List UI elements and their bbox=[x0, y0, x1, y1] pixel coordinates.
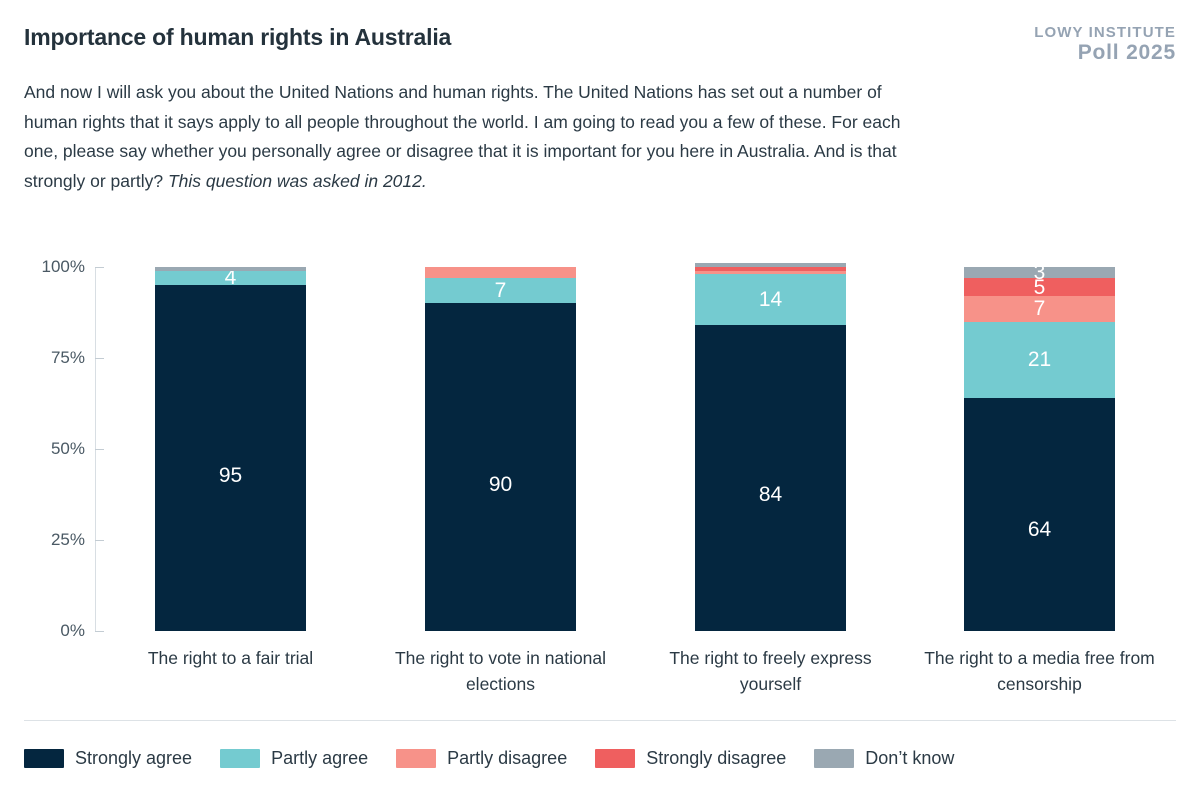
bar-segment[interactable]: 95 bbox=[155, 285, 306, 631]
bar-column[interactable]: 90 7 bbox=[425, 267, 576, 631]
bar-segment-value: 4 bbox=[224, 266, 237, 290]
chart-legend: Strongly agree Partly agree Partly disagre… bbox=[24, 745, 982, 771]
bar-segment-value: 21 bbox=[1027, 348, 1052, 372]
bar-segment[interactable]: 3 bbox=[964, 262, 1115, 283]
bar-segment-value: 84 bbox=[758, 483, 783, 507]
legend-swatch bbox=[220, 748, 261, 768]
y-axis-tick-label: 0% bbox=[60, 621, 85, 640]
brand-line-1: LOWY INSTITUTE bbox=[1034, 24, 1176, 41]
legend-swatch bbox=[595, 748, 636, 768]
legend-label: Partly agree bbox=[271, 747, 369, 768]
bar-segment[interactable]: 64 bbox=[964, 398, 1115, 631]
brand-line-2: Poll 2025 bbox=[1077, 41, 1176, 64]
bar-column[interactable]: 64 21 7 5 3 bbox=[964, 262, 1115, 631]
bar-segment[interactable] bbox=[695, 267, 846, 271]
legend-label: Partly disagree bbox=[447, 747, 568, 768]
bar-segment[interactable]: 7 bbox=[964, 296, 1115, 322]
bar-segment[interactable] bbox=[425, 267, 576, 278]
question-note: This question was asked in 2012. bbox=[167, 170, 427, 191]
legend-label: Don’t know bbox=[865, 747, 955, 768]
y-axis-tick bbox=[95, 540, 104, 541]
y-axis-tick bbox=[95, 267, 104, 268]
bar-segment-value: 5 bbox=[1033, 275, 1046, 299]
x-axis-category-label: The right to vote in national elections bbox=[394, 648, 607, 694]
bar-segment[interactable]: 7 bbox=[425, 277, 576, 304]
legend-item[interactable]: Don’t know bbox=[814, 748, 954, 769]
bar-segment[interactable]: 5 bbox=[964, 275, 1115, 299]
page-title: Importance of human rights in Australia bbox=[24, 24, 452, 50]
bar-segment-value: 3 bbox=[1033, 260, 1046, 284]
legend-item[interactable]: Strongly agree bbox=[24, 748, 192, 769]
legend-swatch bbox=[24, 748, 64, 768]
legend-label: Strongly disagree bbox=[646, 747, 787, 768]
y-axis-tick-label: 50% bbox=[50, 439, 85, 458]
y-axis-tick-label: 25% bbox=[50, 530, 85, 549]
legend-swatch bbox=[814, 748, 855, 768]
lowy-institute-logo: LOWY INSTITUTE Poll 2025 bbox=[1034, 24, 1176, 65]
x-axis-category-label: The right to a media free from censorshi… bbox=[924, 648, 1155, 694]
bar-segment[interactable]: 4 bbox=[155, 267, 306, 288]
bar-segment-value: 7 bbox=[494, 279, 507, 303]
bar-segment-value: 95 bbox=[218, 464, 243, 487]
bar-segment[interactable]: 14 bbox=[695, 274, 846, 326]
bar-segment[interactable] bbox=[695, 270, 846, 275]
legend-item[interactable]: Partly disagree bbox=[396, 748, 567, 769]
legend-divider bbox=[24, 720, 1176, 721]
bar-segment[interactable]: 84 bbox=[695, 325, 846, 631]
bar-segment[interactable] bbox=[695, 263, 846, 267]
x-axis-category-label: The right to freely express yourself bbox=[669, 648, 872, 694]
legend-item[interactable]: Partly agree bbox=[220, 748, 368, 769]
bar-segment[interactable]: 90 bbox=[425, 303, 576, 631]
legend-label: Strongly agree bbox=[75, 747, 193, 768]
bar-segment-value: 7 bbox=[1033, 297, 1046, 321]
bar-segment-value: 64 bbox=[1027, 518, 1052, 542]
x-axis-category-label: The right to a fair trial bbox=[147, 648, 314, 668]
y-axis-tick-label: 75% bbox=[50, 348, 85, 367]
legend-swatch bbox=[396, 748, 437, 768]
bar-column[interactable]: 84 14 bbox=[695, 263, 846, 631]
bar-segment-value: 90 bbox=[488, 472, 513, 496]
legend-item[interactable]: Strongly disagree bbox=[595, 748, 786, 769]
bar-segment-value: 14 bbox=[758, 288, 783, 312]
y-axis-tick bbox=[95, 358, 104, 359]
question-body: And now I will ask you about the United … bbox=[24, 82, 901, 191]
y-axis-tick-label: 100% bbox=[41, 257, 85, 276]
bar-segment[interactable]: 21 bbox=[964, 321, 1115, 399]
question-text: And now I will ask you about the United … bbox=[24, 78, 934, 196]
bar-segment[interactable] bbox=[155, 267, 306, 271]
y-axis-tick bbox=[95, 449, 104, 450]
bar-column[interactable]: 95 4 bbox=[155, 267, 306, 631]
y-axis-tick bbox=[95, 631, 104, 632]
